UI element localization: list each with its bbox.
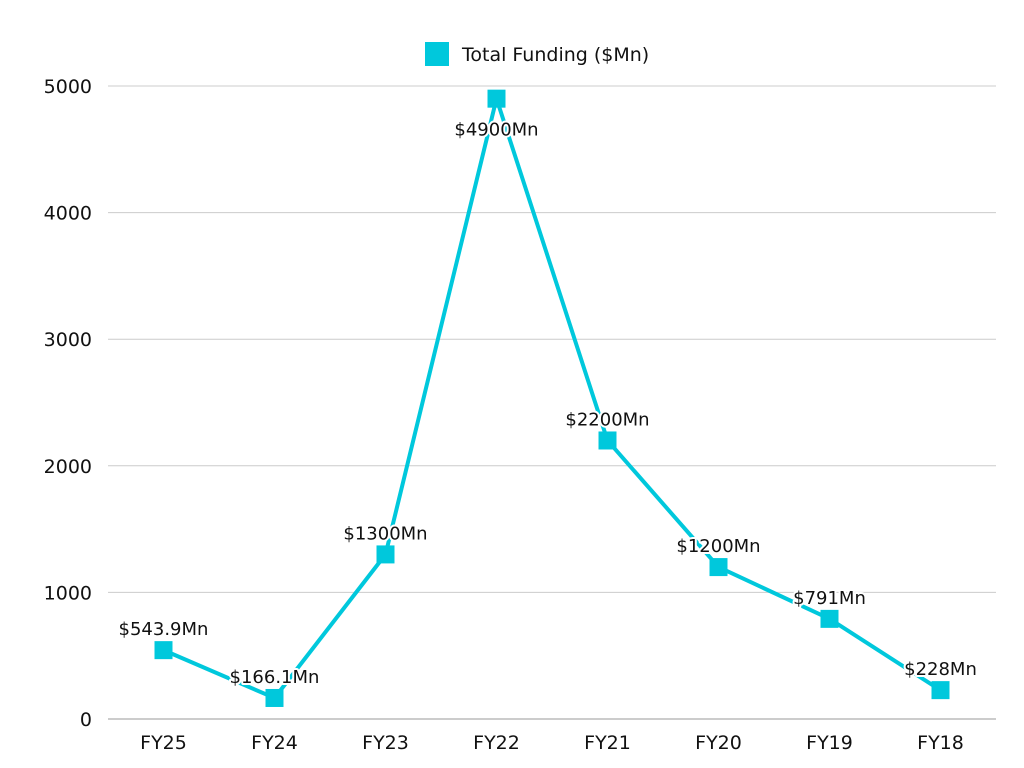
gridlines: [108, 85, 996, 593]
y-tick-label: 3000: [44, 329, 92, 351]
data-label-FY24: $166.1Mn: [230, 667, 320, 688]
legend-label: Total Funding ($Mn): [461, 44, 649, 66]
x-tick-label: FY19: [806, 732, 853, 754]
data-point-FY20: [709, 558, 728, 577]
x-tick-label: FY22: [473, 732, 520, 754]
y-tick-label: 0: [80, 709, 92, 731]
x-tick-label: FY25: [140, 732, 187, 754]
y-tick-label: 5000: [44, 76, 92, 98]
data-label-FY18: $228Mn: [904, 659, 977, 680]
x-tick-label: FY20: [695, 732, 742, 754]
x-tick-label: FY21: [584, 732, 631, 754]
series-total-funding: [154, 89, 950, 707]
legend: Total Funding ($Mn): [425, 42, 649, 66]
data-label-FY19: $791Mn: [793, 588, 866, 609]
data-label-FY20: $1200Mn: [676, 536, 760, 557]
data-point-FY22: [487, 89, 506, 108]
data-label-FY23: $1300Mn: [343, 523, 427, 544]
y-tick-label: 4000: [44, 203, 92, 225]
data-label-FY21: $2200Mn: [565, 409, 649, 430]
data-label-FY25: $543.9Mn: [119, 619, 209, 640]
data-label-FY22: $4900Mn: [454, 120, 538, 141]
x-tick-label: FY18: [917, 732, 964, 754]
series-line: [162, 96, 942, 700]
data-point-FY18: [931, 681, 950, 700]
x-tick-label: FY23: [362, 732, 409, 754]
data-point-FY23: [376, 545, 395, 564]
y-tick-label: 1000: [44, 582, 92, 604]
y-axis: 0 1000 2000 3000 4000 5000: [44, 76, 996, 731]
x-tick-label: FY24: [251, 732, 298, 754]
data-point-FY24: [265, 688, 284, 707]
data-point-FY21: [598, 431, 617, 450]
data-point-FY19: [820, 609, 839, 628]
y-tick-label: 2000: [44, 456, 92, 478]
data-point-FY25: [154, 641, 173, 660]
x-axis: FY25 FY24 FY23 FY22 FY21 FY20 FY19 FY18: [140, 732, 964, 754]
legend-swatch: [425, 42, 449, 66]
data-labels: $543.9Mn $166.1Mn $1300Mn $4900Mn $2200Mn $12…: [117, 118, 979, 690]
